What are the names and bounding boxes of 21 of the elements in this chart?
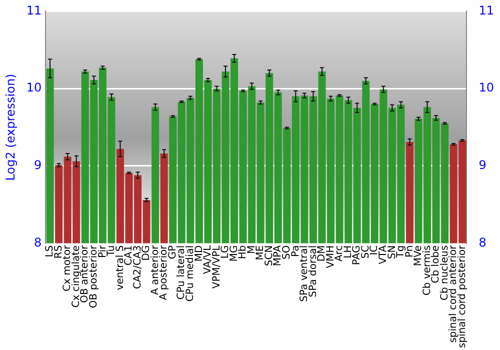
y2-tick-label: 9 [478, 158, 486, 172]
x-tick-label: Cb lobe [430, 245, 442, 284]
y-tick-label: 11 [26, 3, 42, 18]
x-tick-label: RS [53, 245, 64, 259]
x-tick-label: MVe [413, 245, 424, 266]
x-tick-label: Tg [396, 245, 407, 259]
y2-tick-label: 8 [478, 235, 486, 250]
x-tick-label: OB posterior [88, 244, 100, 308]
x-tick-label: GP [167, 245, 178, 260]
x-tick-label: SO [281, 245, 292, 260]
y-axis-title: Log2 (expression) [3, 74, 18, 181]
x-tick-label: spinal cord posterior [456, 244, 468, 348]
y2-tick-label: 11 [478, 3, 494, 18]
y-tick-label: 9 [34, 158, 42, 172]
x-tick-label: VTA [378, 245, 389, 264]
y2-tick-label: 10 [478, 80, 494, 95]
x-tick-label: DG [141, 245, 152, 261]
x-tick-label: A posterior [158, 244, 170, 300]
y-tick-label: 10 [26, 80, 42, 95]
x-tick-label: Pa [290, 245, 302, 258]
y-tick-label: 8 [34, 235, 42, 250]
